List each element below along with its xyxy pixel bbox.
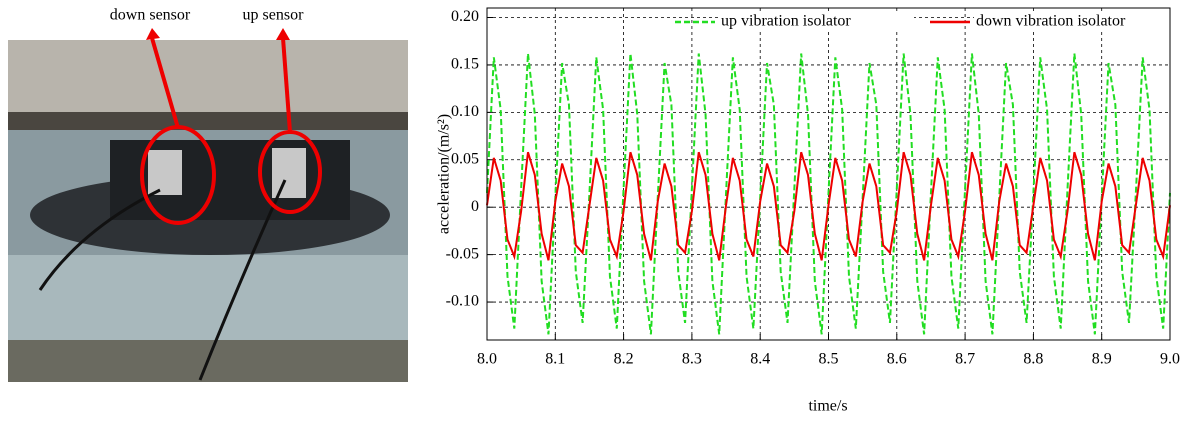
up-sensor-body xyxy=(272,148,306,198)
y-tick-label: 0.05 xyxy=(451,150,479,167)
legend-bg xyxy=(719,12,914,32)
legend-bg xyxy=(974,12,1169,32)
photo-label: down sensor xyxy=(110,7,191,24)
arrowhead xyxy=(276,28,290,40)
x-tick-label: 8.0 xyxy=(477,351,497,368)
x-tick-label: 8.2 xyxy=(614,351,634,368)
down-sensor-body xyxy=(148,150,182,195)
cable xyxy=(38,188,161,291)
series-line xyxy=(486,151,1171,261)
plot-frame xyxy=(486,7,1171,341)
x-tick-label: 9.0 xyxy=(1160,351,1180,368)
x-tick-label: 8.9 xyxy=(1092,351,1112,368)
arrow xyxy=(281,37,292,133)
chart: time/s acceleration/(m/s²) 0.20 0.15 0.10 0… xyxy=(436,7,1180,415)
y-tick-label: -0.05 xyxy=(446,245,479,262)
x-tick-label: 8.1 xyxy=(545,351,565,368)
photo: down sensor up sensor xyxy=(8,7,408,382)
top-plate xyxy=(8,40,408,125)
x-tick-label: 8.5 xyxy=(819,351,839,368)
x-tick-label: 8.7 xyxy=(955,351,975,368)
arrowhead xyxy=(146,28,160,40)
y-tick-label: -0.10 xyxy=(446,293,479,310)
x-tick-label: 8.3 xyxy=(682,351,702,368)
legend-label: up vibration isolator xyxy=(721,13,851,30)
y-axis-label: acceleration/(m/s²) xyxy=(436,114,453,234)
legend-label: down vibration isolator xyxy=(976,13,1126,30)
x-axis-label: time/s xyxy=(808,398,847,415)
y-tick-label: 0.10 xyxy=(451,103,479,120)
series-line xyxy=(486,53,1171,335)
plate-edge xyxy=(8,112,408,130)
table xyxy=(8,255,408,340)
y-tick-label: 0.15 xyxy=(451,56,479,73)
photo-label: up sensor xyxy=(243,7,305,24)
arrow xyxy=(150,37,180,129)
y-tick-label: 0.20 xyxy=(451,8,479,25)
y-tick-label: 0 xyxy=(471,198,479,215)
x-tick-label: 8.6 xyxy=(887,351,907,368)
x-tick-label: 8.4 xyxy=(750,351,770,368)
x-tick-label: 8.8 xyxy=(1023,351,1043,368)
